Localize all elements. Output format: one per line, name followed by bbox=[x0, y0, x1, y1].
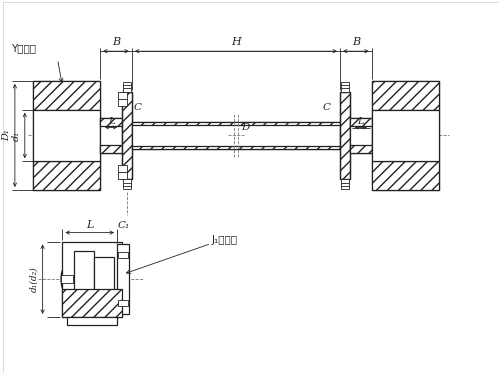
Bar bbox=[32, 161, 100, 190]
Text: C: C bbox=[134, 103, 142, 112]
Text: d₁(d₂): d₁(d₂) bbox=[30, 266, 38, 292]
Bar bbox=[341, 179, 349, 184]
Text: L: L bbox=[108, 117, 114, 126]
Bar bbox=[100, 146, 122, 153]
Bar bbox=[123, 82, 131, 88]
Bar bbox=[123, 179, 131, 184]
Bar bbox=[350, 118, 372, 153]
Bar bbox=[74, 251, 94, 307]
Text: L: L bbox=[358, 117, 364, 126]
Bar bbox=[117, 244, 129, 314]
Bar bbox=[132, 146, 340, 149]
Bar bbox=[132, 122, 340, 124]
Bar bbox=[32, 110, 100, 161]
Bar bbox=[62, 289, 122, 317]
Bar bbox=[372, 81, 439, 190]
Bar bbox=[118, 172, 127, 179]
Bar bbox=[123, 87, 131, 92]
Bar bbox=[62, 242, 122, 317]
Bar bbox=[62, 275, 74, 283]
Bar bbox=[118, 99, 127, 106]
Bar bbox=[350, 146, 372, 153]
Bar bbox=[118, 252, 128, 258]
Text: d₁: d₁ bbox=[12, 130, 21, 141]
Bar bbox=[123, 183, 131, 189]
Bar bbox=[118, 92, 127, 99]
Bar bbox=[118, 165, 127, 172]
Text: Y型轴孔: Y型轴孔 bbox=[11, 43, 36, 53]
Bar bbox=[132, 122, 340, 149]
Text: C₁: C₁ bbox=[118, 220, 130, 230]
Bar bbox=[340, 92, 350, 179]
Bar bbox=[341, 87, 349, 92]
Bar bbox=[100, 118, 122, 126]
Text: L: L bbox=[86, 220, 94, 230]
Bar bbox=[122, 92, 132, 179]
Bar bbox=[372, 110, 439, 161]
Bar bbox=[350, 118, 372, 126]
Text: C: C bbox=[322, 103, 330, 112]
Bar bbox=[372, 161, 439, 190]
Text: J₁型轴孔: J₁型轴孔 bbox=[211, 234, 237, 244]
Bar bbox=[100, 118, 122, 153]
Bar bbox=[340, 92, 350, 179]
Bar bbox=[341, 82, 349, 88]
Bar bbox=[372, 81, 439, 110]
Bar bbox=[32, 81, 100, 190]
Bar bbox=[68, 317, 117, 325]
Text: B: B bbox=[352, 37, 360, 47]
Bar bbox=[122, 92, 132, 179]
Bar bbox=[118, 300, 128, 306]
Bar bbox=[341, 183, 349, 189]
Text: H: H bbox=[231, 37, 241, 47]
Text: D: D bbox=[241, 123, 250, 132]
Text: B: B bbox=[112, 37, 120, 47]
Bar bbox=[32, 81, 100, 110]
Text: D₁: D₁ bbox=[2, 130, 11, 141]
Bar bbox=[94, 257, 114, 301]
